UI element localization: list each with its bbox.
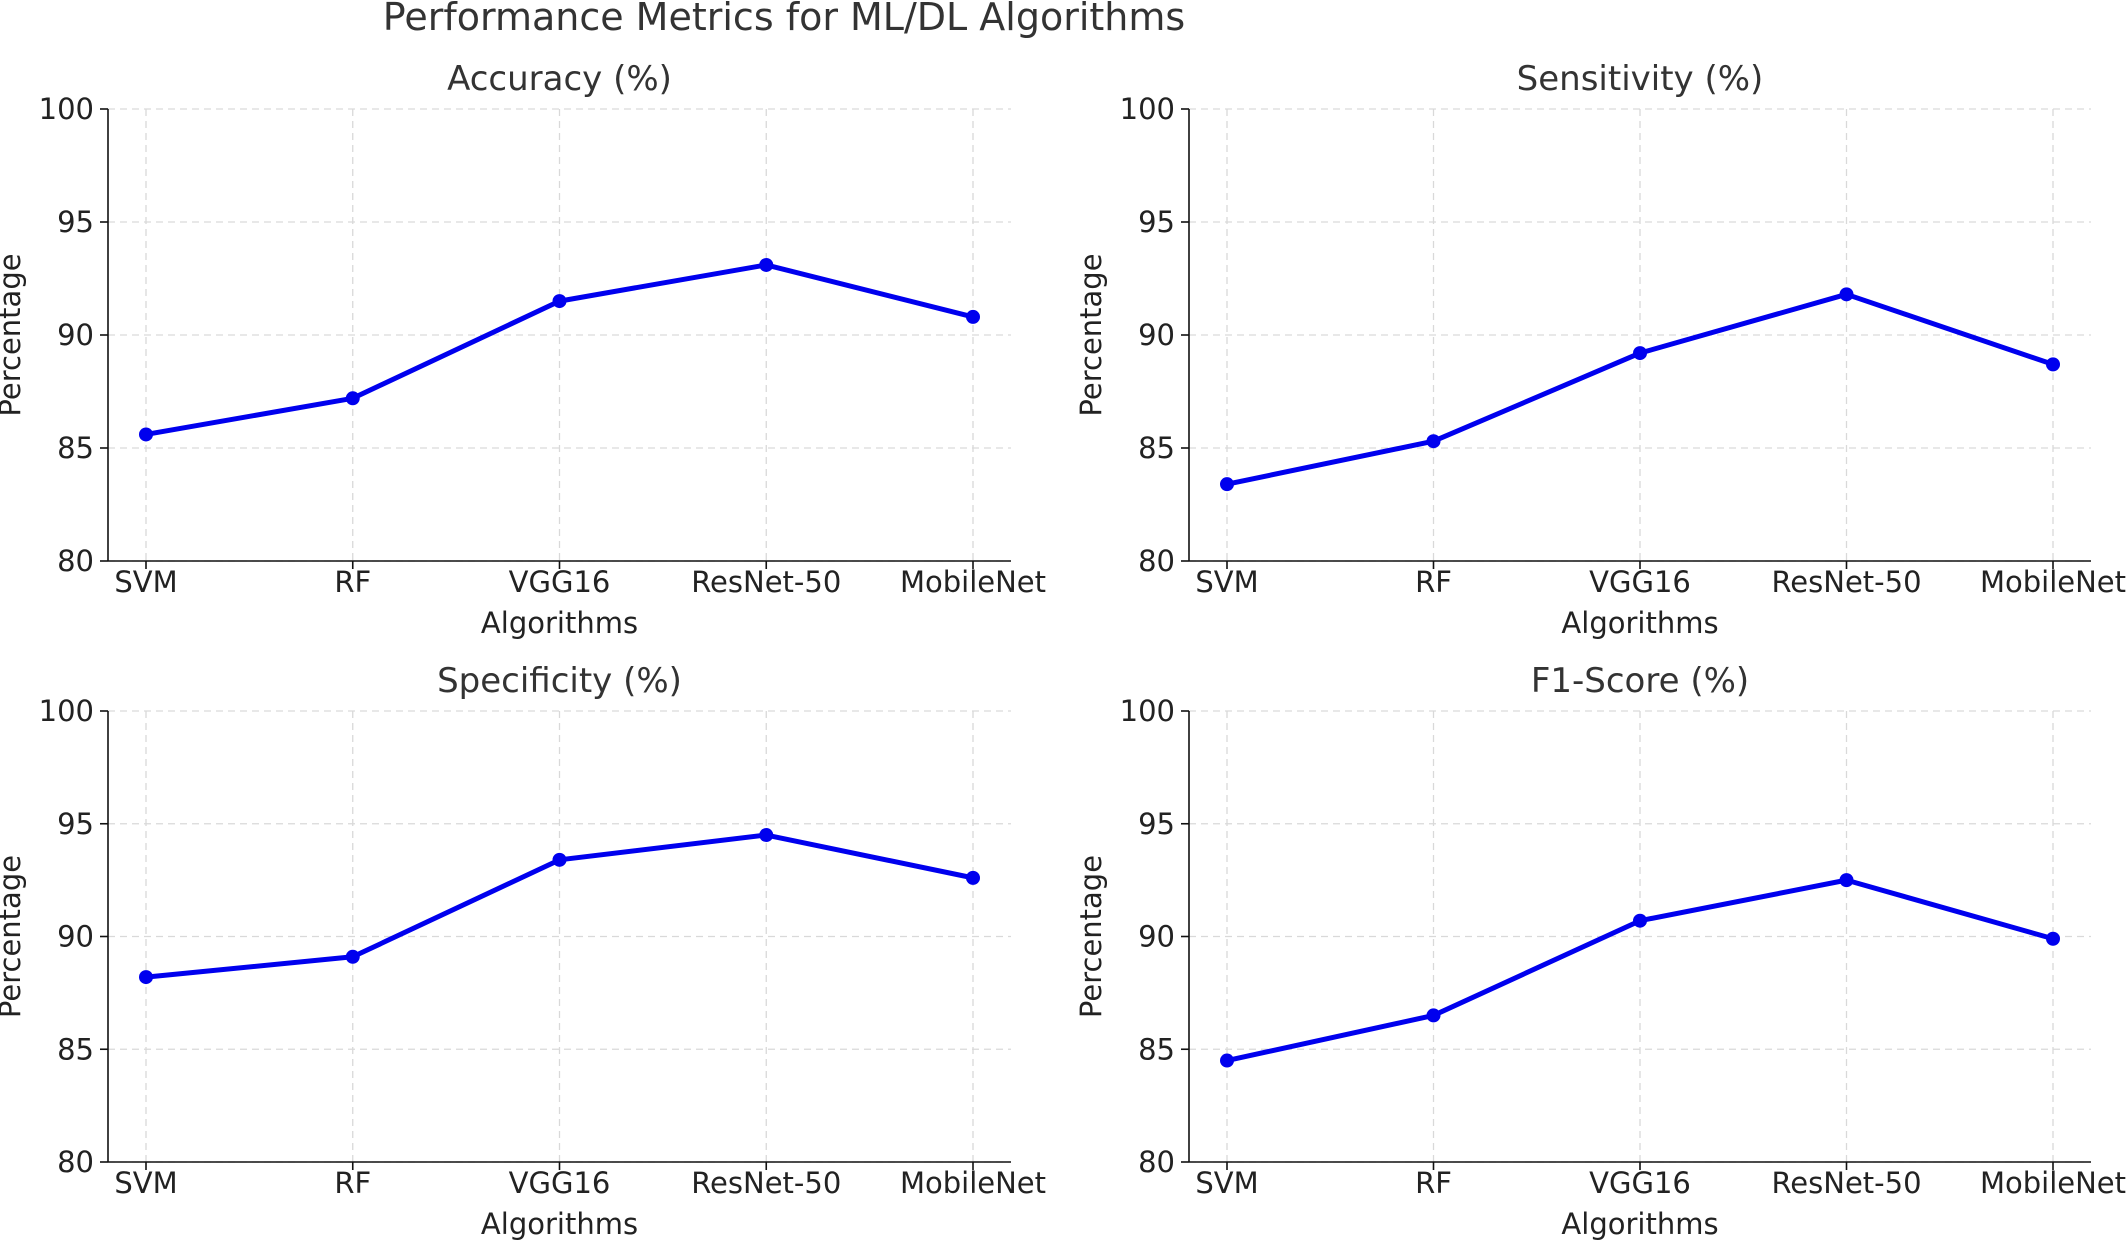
panel-title: F1-Score (%) — [1531, 661, 1749, 701]
data-point — [1220, 1053, 1234, 1068]
data-point — [759, 257, 774, 272]
data-point — [966, 309, 980, 324]
y-tick-label: 80 — [1138, 544, 1175, 578]
x-tick-label: MobileNet — [1980, 1166, 2126, 1200]
x-tick-label: MobileNet — [1980, 565, 2126, 599]
x-tick-label: VGG16 — [1589, 565, 1691, 599]
data-point — [139, 427, 153, 442]
data-point — [1426, 1008, 1441, 1023]
x-axis-label: Algorithms — [481, 606, 638, 640]
panel-title: Sensitivity (%) — [1517, 59, 1764, 99]
data-point — [345, 391, 360, 406]
x-tick-label: ResNet-50 — [1771, 1166, 1921, 1200]
y-tick-label: 95 — [1138, 205, 1175, 239]
chart-panel: 80 85 90 95 100 SVM RF VGG16 ResNet-50 MobileNet A… — [0, 59, 1046, 640]
y-tick-label: 80 — [1138, 1145, 1175, 1179]
chart-panel: 80 85 90 95 100 SVM RF VGG16 ResNet-50 MobileNet S… — [1074, 59, 2126, 640]
figure-title: Performance Metrics for ML/DL Algorithms — [383, 0, 1185, 39]
data-point — [345, 949, 360, 964]
y-tick-label: 95 — [57, 205, 94, 239]
x-tick-label: RF — [334, 1166, 371, 1200]
data-point — [1839, 873, 1854, 888]
chart-panel: 80 85 90 95 100 SVM RF VGG16 ResNet-50 MobileNet S… — [0, 661, 1046, 1241]
y-axis-label: Percentage — [0, 855, 27, 1018]
x-tick-label: SVM — [114, 1166, 177, 1200]
x-tick-label: MobileNet — [900, 1166, 1046, 1200]
y-tick-label: 90 — [57, 318, 94, 352]
x-axis-label: Algorithms — [1561, 1207, 1718, 1241]
data-point — [1220, 477, 1234, 492]
y-tick-label: 85 — [1138, 431, 1175, 465]
y-tick-label: 80 — [57, 544, 94, 578]
x-axis-label: Algorithms — [1561, 606, 1718, 640]
x-tick-label: SVM — [1195, 1166, 1258, 1200]
x-tick-label: SVM — [1195, 565, 1258, 599]
x-tick-label: ResNet-50 — [691, 1166, 841, 1200]
y-axis-label: Percentage — [0, 253, 27, 416]
x-tick-label: VGG16 — [509, 565, 611, 599]
y-axis-label: Percentage — [1074, 855, 1108, 1018]
y-tick-label: 100 — [1120, 92, 1175, 126]
x-tick-label: VGG16 — [509, 1166, 611, 1200]
y-tick-label: 90 — [1138, 920, 1175, 954]
x-tick-label: RF — [1415, 1166, 1452, 1200]
y-tick-label: 95 — [1138, 807, 1175, 841]
data-point — [966, 870, 980, 885]
y-tick-label: 85 — [57, 431, 94, 465]
data-point — [2046, 931, 2060, 946]
data-point — [139, 970, 153, 985]
x-tick-label: ResNet-50 — [691, 565, 841, 599]
y-tick-label: 80 — [57, 1145, 94, 1179]
x-tick-label: RF — [334, 565, 371, 599]
data-point — [552, 294, 567, 309]
y-axis-label: Percentage — [1074, 253, 1108, 416]
x-tick-label: MobileNet — [900, 565, 1046, 599]
data-point — [552, 852, 567, 867]
y-tick-label: 95 — [57, 807, 94, 841]
data-point — [1633, 913, 1647, 928]
data-point — [1839, 287, 1854, 302]
y-tick-label: 85 — [57, 1032, 94, 1066]
panel-title: Specificity (%) — [437, 661, 682, 701]
x-tick-label: RF — [1415, 565, 1452, 599]
y-tick-label: 100 — [39, 694, 94, 728]
data-point — [759, 828, 774, 843]
y-tick-label: 100 — [39, 92, 94, 126]
data-point — [1426, 434, 1441, 449]
chart-panel: 80 85 90 95 100 SVM RF VGG16 ResNet-50 MobileNet F… — [1074, 661, 2126, 1241]
x-tick-label: SVM — [114, 565, 177, 599]
y-tick-label: 90 — [1138, 318, 1175, 352]
x-tick-label: ResNet-50 — [1771, 565, 1921, 599]
chart-panels: 80 85 90 95 100 SVM RF VGG16 ResNet-50 MobileNet A… — [0, 59, 2126, 1241]
data-point — [2046, 357, 2060, 372]
x-tick-label: VGG16 — [1589, 1166, 1691, 1200]
y-tick-label: 100 — [1120, 694, 1175, 728]
x-axis-label: Algorithms — [481, 1207, 638, 1241]
panel-title: Accuracy (%) — [447, 59, 672, 99]
data-point — [1633, 346, 1647, 361]
y-tick-label: 85 — [1138, 1032, 1175, 1066]
y-tick-label: 90 — [57, 920, 94, 954]
